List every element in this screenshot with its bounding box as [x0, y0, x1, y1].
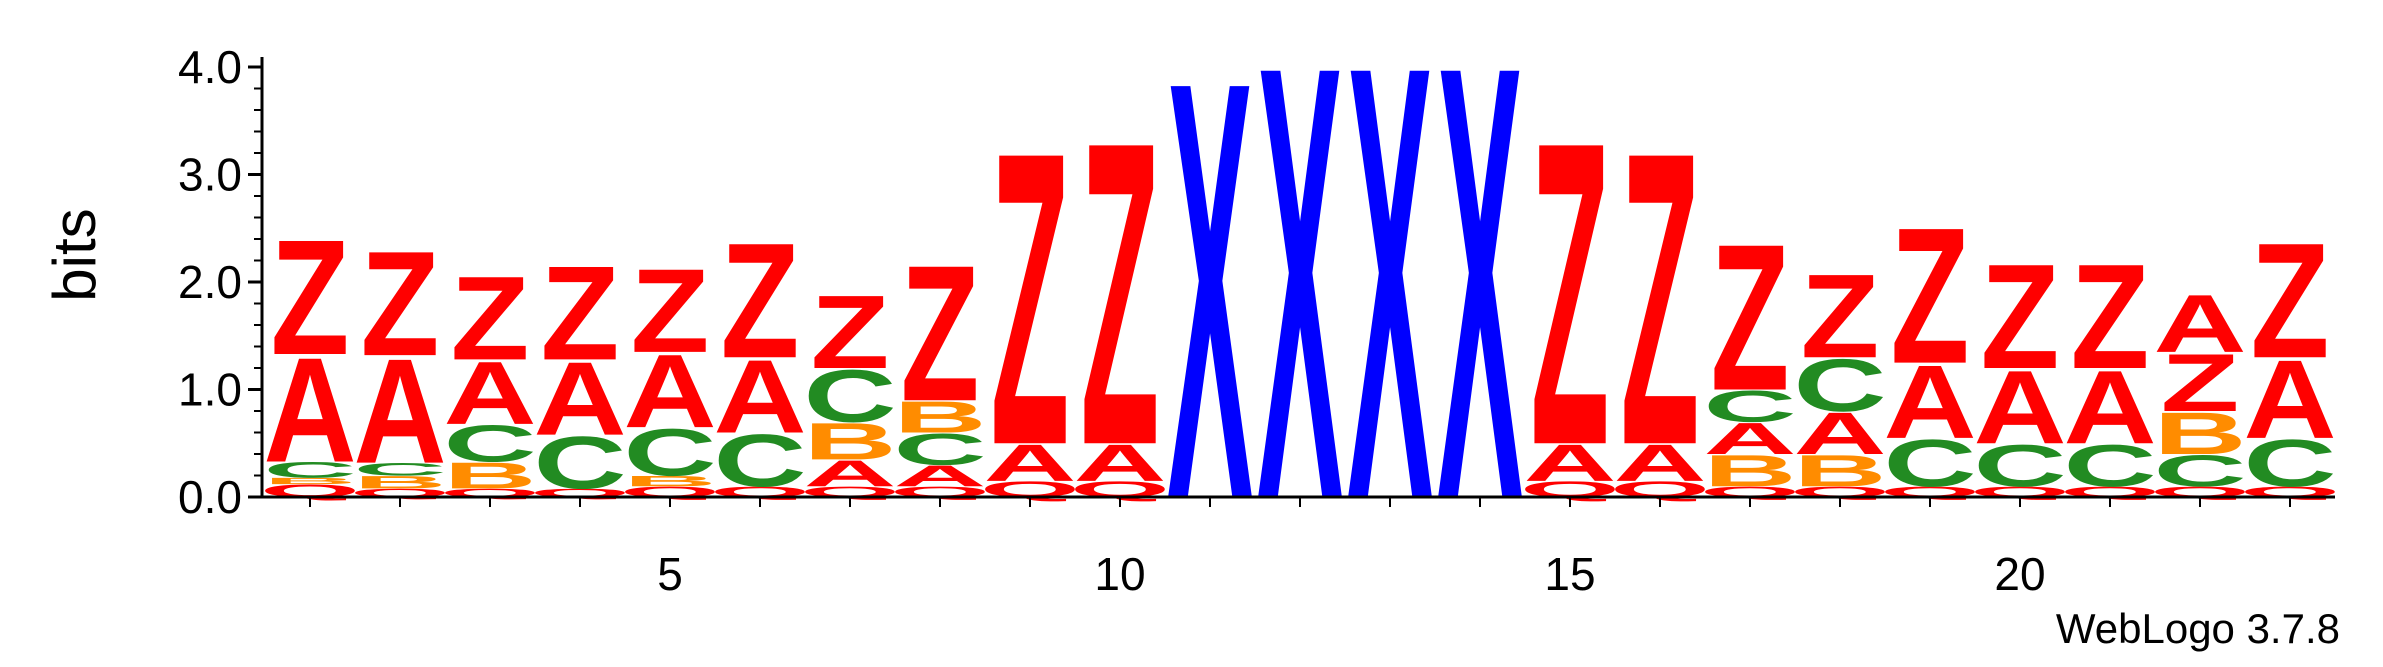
y-tick-label: 1.0 — [178, 364, 242, 416]
logo-glyph-a: A — [2063, 349, 2156, 466]
logo-glyph-a: A — [893, 459, 986, 493]
logo-glyph-z: Z — [1621, 65, 1700, 533]
logo-glyph-x: X — [1347, 0, 1434, 629]
logo-glyph-b: B — [1793, 446, 1886, 496]
logo-glyph-z: Z — [271, 206, 350, 389]
logo-glyph-b: B — [263, 476, 356, 486]
logo-glyph-b: B — [623, 473, 716, 490]
logo-glyph-c: C — [623, 415, 716, 490]
logo-glyph-a: A — [533, 340, 626, 457]
logo-glyphs: QBCAZQBCAZQBCAZQCAZQBCAZQCAZQABCZQACBZQA… — [260, 0, 2340, 629]
logo-glyph-a: A — [1073, 434, 1166, 492]
logo-glyph-a: A — [1703, 414, 1796, 464]
x-axis: 5 10 15 20 — [262, 495, 2335, 600]
logo-glyph-z: Z — [631, 244, 710, 378]
logo-glyph-x: X — [1437, 0, 1524, 629]
logo-glyph-b: B — [893, 393, 986, 443]
logo-glyph-z: Z — [1981, 233, 2060, 400]
x-tick-label: 15 — [1544, 548, 1595, 600]
logo-glyph-b: B — [2153, 401, 2246, 468]
y-tick-label: 4.0 — [178, 41, 242, 93]
x-tick-label: 20 — [1994, 548, 2045, 600]
logo-glyph-z: Z — [1891, 187, 1970, 404]
logo-glyph-c: C — [803, 355, 896, 438]
logo-glyph-z: Z — [721, 209, 800, 392]
x-tick-label: 10 — [1094, 548, 1145, 600]
logo-glyph-z: Z — [2161, 337, 2240, 429]
logo-glyph-b: B — [803, 412, 896, 470]
logo-glyph-a: A — [263, 327, 356, 494]
logo-glyph-a: A — [2243, 337, 2336, 462]
logo-glyph-z: Z — [901, 225, 980, 442]
y-tick-label: 2.0 — [178, 256, 242, 308]
weblogo-credit: WebLogo 3.7.8 — [2056, 605, 2340, 652]
logo-glyph-a: A — [713, 338, 806, 455]
y-axis-title: bits — [41, 208, 108, 301]
logo-glyph-c: C — [713, 420, 806, 503]
logo-glyph-a: A — [1613, 434, 1706, 492]
logo-glyph-c: C — [1793, 344, 1886, 427]
logo-glyph-c: C — [2063, 433, 2156, 500]
logo-glyph-a: A — [983, 434, 1076, 492]
logo-glyph-a: A — [353, 328, 446, 495]
logo-glyph-z: Z — [991, 65, 1070, 533]
logo-glyph-c: C — [2153, 446, 2246, 496]
logo-glyph-z: Z — [2251, 209, 2330, 392]
logo-glyph-c: C — [263, 457, 356, 482]
logo-glyph-z: Z — [1801, 250, 1880, 384]
logo-glyph-c: C — [2243, 425, 2336, 500]
logo-glyph-a: A — [1793, 401, 1886, 468]
logo-glyph-c: C — [1703, 382, 1796, 432]
logo-glyph-b: B — [353, 472, 446, 492]
logo-glyph-a: A — [443, 342, 536, 443]
logo-glyph-c: C — [443, 414, 536, 472]
logo-glyph-z: Z — [541, 238, 620, 388]
logo-glyph-a: A — [1883, 344, 1976, 461]
logo-glyph-a: A — [1973, 349, 2066, 466]
logo-glyph-z: Z — [2071, 233, 2150, 400]
y-tick-label: 0.0 — [178, 471, 242, 523]
logo-glyph-c: C — [1973, 433, 2066, 500]
logo-glyph-x: X — [1167, 0, 1254, 624]
logo-glyph-a: A — [803, 453, 896, 495]
logo-glyph-z: Z — [811, 274, 890, 391]
logo-glyph-x: X — [1257, 0, 1344, 629]
logo-glyph-c: C — [533, 422, 626, 505]
logo-glyph-z: Z — [1081, 52, 1160, 536]
logo-glyph-b: B — [1703, 446, 1796, 496]
logo-glyph-a: A — [1523, 434, 1616, 492]
logo-glyph-c: C — [893, 425, 986, 475]
logo-glyph-c: C — [353, 459, 446, 479]
y-tick-label: 3.0 — [178, 149, 242, 201]
logo-glyph-a: A — [2153, 277, 2246, 369]
logo-glyph-c: C — [1883, 425, 1976, 500]
logo-glyph-z: Z — [1531, 52, 1610, 536]
logo-glyph-b: B — [443, 455, 536, 497]
x-tick-label: 5 — [657, 548, 683, 600]
logo-glyph-z: Z — [361, 220, 440, 387]
logo-glyph-a: A — [623, 333, 716, 450]
y-axis: 0.0 1.0 2.0 3.0 4.0 — [178, 41, 264, 523]
logo-glyph-z: Z — [1711, 201, 1790, 434]
logo-glyph-z: Z — [451, 252, 530, 386]
